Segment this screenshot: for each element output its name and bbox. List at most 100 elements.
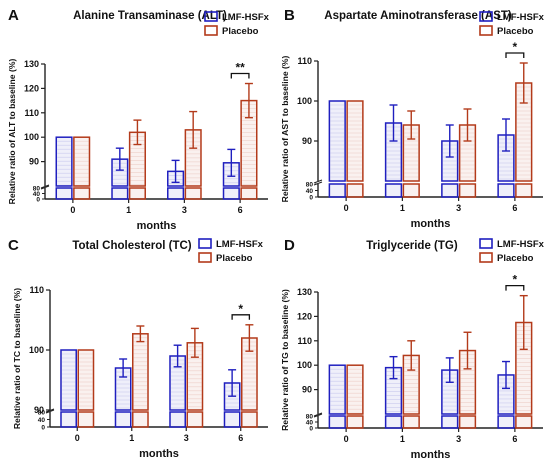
legend-swatch xyxy=(198,252,212,263)
y-tick-label: 80 xyxy=(306,181,314,188)
significance-bracket xyxy=(230,72,250,79)
x-tick-label: 0 xyxy=(70,205,75,215)
legend-entry: Placebo xyxy=(497,26,534,37)
y-tick-label: 110 xyxy=(297,336,312,346)
x-axis-label: months xyxy=(411,218,451,230)
bar-placebo-month-3 xyxy=(458,349,477,429)
bar-lmf-hsfx-month-1 xyxy=(111,158,129,200)
legend-entry: LMF-HSFx xyxy=(222,12,270,23)
y-tick-label: 0 xyxy=(309,425,313,432)
bar-break-segment xyxy=(384,415,403,429)
y-tick-label: 0 xyxy=(36,196,40,203)
x-tick-label: 0 xyxy=(75,433,80,443)
bar-break-segment xyxy=(515,415,533,429)
bar-placebo-month-0 xyxy=(346,364,364,429)
bar-break-segment xyxy=(497,415,515,429)
y-tick-label: 40 xyxy=(306,188,314,195)
bar-placebo-month-6 xyxy=(240,99,258,200)
chart-title: Total Cholesterol (TC) xyxy=(72,240,191,252)
y-tick-label: 110 xyxy=(297,56,312,66)
bar-segment xyxy=(60,349,78,411)
y-axis-label: Relative ratio of AST to baseline (%) xyxy=(280,55,290,202)
y-tick-label: 40 xyxy=(33,191,41,198)
y-tick-label: 90 xyxy=(302,136,312,146)
x-axis-label: months xyxy=(139,448,179,460)
legend-entry: LMF-HSFx xyxy=(497,12,545,23)
x-tick-label: 1 xyxy=(126,205,131,215)
x-tick-label: 6 xyxy=(238,205,243,215)
bar-break-segment xyxy=(169,411,187,428)
axis-break-mark xyxy=(313,179,323,184)
legend-entry: Placebo xyxy=(222,26,259,37)
bar-segment xyxy=(346,100,364,182)
panel-label: B xyxy=(284,7,295,24)
bar-break-segment xyxy=(346,183,364,198)
panel-label: D xyxy=(284,237,295,254)
bar-break-segment xyxy=(241,411,258,428)
bar-break-segment xyxy=(128,187,146,200)
bar-break-segment xyxy=(132,411,149,428)
legend-entry: LMF-HSFx xyxy=(497,239,545,250)
bar-break-segment xyxy=(240,187,258,200)
y-tick-label: 130 xyxy=(297,287,312,297)
x-tick-label: 1 xyxy=(400,203,405,213)
bar-lmf-hsfx-month-0 xyxy=(328,100,346,198)
y-tick-label: 80 xyxy=(33,185,41,192)
bar-break-segment xyxy=(441,183,459,198)
y-tick-label: 80 xyxy=(306,413,314,420)
bar-placebo-month-6 xyxy=(515,82,533,198)
bar-break-segment xyxy=(111,187,129,200)
bar-break-segment xyxy=(186,411,204,428)
bar-break-segment xyxy=(222,187,240,200)
x-tick-label: 6 xyxy=(512,434,517,444)
legend-entry: Placebo xyxy=(497,253,534,264)
x-tick-label: 3 xyxy=(456,434,461,444)
y-tick-label: 0 xyxy=(309,194,313,201)
legend-swatch xyxy=(204,25,218,36)
bar-placebo-month-1 xyxy=(128,131,146,200)
chart-panel-b: B Aspartate Aminotransferase (AST)LMF-HSF… xyxy=(280,7,545,230)
chart-panel-a: A Alanine Transaminase (ALT)LMF-HSFx Place… xyxy=(7,7,270,232)
significance-label: * xyxy=(513,273,518,287)
legend-swatch xyxy=(479,25,493,36)
bar-break-segment xyxy=(73,187,91,200)
bar-break-segment xyxy=(328,415,346,429)
bar-lmf-hsfx-month-0 xyxy=(328,364,346,429)
significance-bracket xyxy=(505,52,525,58)
x-tick-label: 0 xyxy=(344,434,349,444)
y-tick-label: 120 xyxy=(297,311,312,321)
bar-lmf-hsfx-month-1 xyxy=(114,367,132,428)
y-axis-label: Relative ratio of TG to baseline (%) xyxy=(280,289,290,431)
y-axis-label: Relative ratio of TC to baseline (%) xyxy=(12,288,22,429)
y-tick-label: 100 xyxy=(29,345,44,355)
panel-label: A xyxy=(8,7,19,24)
y-tick-label: 130 xyxy=(24,59,39,69)
y-tick-label: 110 xyxy=(24,108,39,118)
legend-swatch xyxy=(479,252,493,263)
bar-break-segment xyxy=(515,183,533,198)
bar-placebo-month-0 xyxy=(73,136,91,200)
y-axis-label: Relative ratio of ALT to baseline (%) xyxy=(7,59,17,205)
x-tick-label: 6 xyxy=(238,433,243,443)
y-tick-label: 120 xyxy=(24,83,39,93)
x-tick-label: 1 xyxy=(129,433,134,443)
bar-break-segment xyxy=(402,183,420,198)
bar-break-segment xyxy=(384,183,403,198)
bar-break-segment xyxy=(55,187,73,200)
y-tick-label: 110 xyxy=(29,285,44,295)
y-tick-label: 90 xyxy=(29,157,39,167)
x-tick-label: 3 xyxy=(456,203,461,213)
y-tick-label: 40 xyxy=(306,419,314,426)
y-tick-label: 100 xyxy=(297,360,312,370)
legend-entry: LMF-HSFx xyxy=(216,239,264,250)
bar-break-segment xyxy=(458,415,477,429)
bar-break-segment xyxy=(458,183,477,198)
y-tick-label: 100 xyxy=(24,132,39,142)
panel-label: C xyxy=(8,237,19,254)
bar-placebo-month-3 xyxy=(458,124,477,198)
x-tick-label: 1 xyxy=(400,434,405,444)
significance-bracket xyxy=(231,314,251,320)
x-tick-label: 3 xyxy=(184,433,189,443)
bar-segment xyxy=(77,349,95,411)
